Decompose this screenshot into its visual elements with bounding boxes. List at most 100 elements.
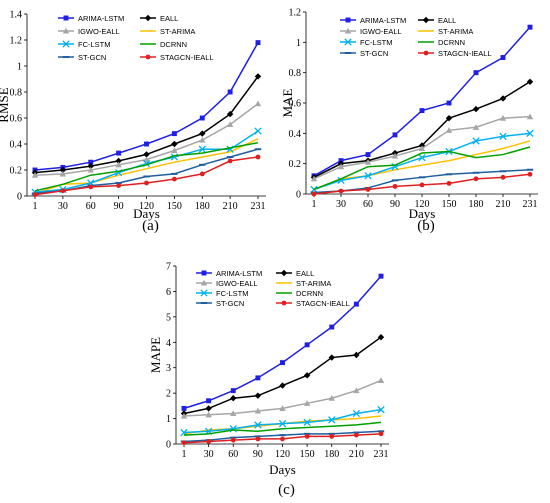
data-point xyxy=(353,387,360,394)
x-tick-label: 180 xyxy=(324,449,339,460)
data-point xyxy=(230,388,236,394)
data-point xyxy=(227,158,233,164)
y-tick-label: 0.6 xyxy=(289,99,302,110)
x-axis-title: Days xyxy=(269,462,296,477)
series-line xyxy=(313,140,531,191)
series-line xyxy=(313,81,531,178)
data-point xyxy=(353,351,360,359)
series-igwo-eall xyxy=(180,377,385,419)
y-tick-label: 0.4 xyxy=(289,129,302,140)
x-tick-label: 1 xyxy=(312,199,317,210)
legend-label: ST-ARIMA xyxy=(438,27,473,36)
x-tick-label: 60 xyxy=(363,199,373,210)
legend-marker xyxy=(281,300,287,306)
x-tick-label: 231 xyxy=(523,199,538,210)
y-axis-title: RMSE xyxy=(0,87,11,122)
legend-marker xyxy=(145,54,151,60)
legend: ARIMA-LSTM EALL IGWO-EALL ST-ARIMA FC-LSTM DC… xyxy=(58,14,214,62)
data-point xyxy=(526,78,534,85)
y-axis-title: MAE xyxy=(280,88,295,117)
data-point xyxy=(329,433,335,439)
data-point xyxy=(353,432,359,438)
x-tick-label: 120 xyxy=(139,201,154,212)
data-point xyxy=(280,360,285,366)
data-point xyxy=(181,440,187,446)
x-tick-label: 180 xyxy=(195,201,210,212)
series-dcrnn xyxy=(34,141,259,192)
legend-marker xyxy=(201,270,207,276)
data-point xyxy=(418,153,426,162)
chart-panel-rmse: 0 0.2 0.4 0.6 0.8 1 1.2 1.4 1 30 60 90 120 150 180 210 2… xyxy=(0,10,266,234)
data-point xyxy=(499,114,507,121)
data-point xyxy=(116,183,122,189)
data-point xyxy=(87,162,94,170)
x-axis-title: Days xyxy=(409,206,436,221)
data-point xyxy=(392,132,398,138)
data-point xyxy=(338,188,344,194)
y-tick-label: 0 xyxy=(296,190,301,201)
data-point xyxy=(378,273,384,279)
legend-marker xyxy=(345,17,351,23)
y-axis-title: MAPE xyxy=(148,337,163,373)
series-st-arima xyxy=(34,138,259,195)
data-point xyxy=(226,121,234,128)
legend-label: STAGCN-IEALL xyxy=(160,53,214,62)
y-tick-label: 7 xyxy=(166,262,171,273)
x-tick-label: 1 xyxy=(182,449,187,460)
data-point xyxy=(254,73,262,80)
data-point xyxy=(60,188,66,194)
legend-label: IGWO-EALL xyxy=(360,27,402,36)
data-point xyxy=(199,115,205,121)
y-tick-label: 1.4 xyxy=(10,10,23,21)
series-line xyxy=(34,141,259,192)
data-point xyxy=(180,412,188,419)
legend-label: IGWO-EALL xyxy=(78,27,120,36)
x-tick-label: 30 xyxy=(336,199,346,210)
legend-marker xyxy=(344,38,352,46)
legend-marker xyxy=(200,279,208,286)
data-point xyxy=(199,171,205,177)
x-tick-label: 120 xyxy=(415,199,430,210)
legend-label: ARIMA-LSTM xyxy=(360,16,406,25)
data-point xyxy=(254,407,262,414)
data-point xyxy=(304,433,310,439)
x-tick-label: 120 xyxy=(275,449,290,460)
legend-label: ST-GCN xyxy=(216,299,244,308)
data-point xyxy=(392,184,398,189)
data-point xyxy=(303,418,311,427)
legend-marker xyxy=(280,269,288,277)
y-tick-label: 1.2 xyxy=(289,8,302,19)
legend-label: EALL xyxy=(296,269,314,278)
series-line xyxy=(183,336,382,415)
y-tick-label: 2 xyxy=(166,389,171,400)
data-point xyxy=(310,175,318,182)
series-line xyxy=(313,168,531,194)
data-point xyxy=(328,395,335,401)
data-point xyxy=(445,127,453,133)
data-point xyxy=(377,406,385,414)
data-point xyxy=(337,163,345,170)
data-point xyxy=(199,130,206,137)
data-point xyxy=(115,157,122,165)
data-point xyxy=(181,405,187,411)
data-point xyxy=(329,324,335,330)
data-point xyxy=(377,377,385,383)
data-point xyxy=(254,127,262,135)
series-stagcn-ieall xyxy=(181,431,384,446)
legend-marker xyxy=(63,15,69,21)
data-point xyxy=(364,172,372,180)
legend-label: ST-ARIMA xyxy=(296,279,331,288)
y-tick-label: 5 xyxy=(166,312,171,323)
y-tick-label: 0.8 xyxy=(10,88,23,99)
legend-label: ARIMA-LSTM xyxy=(78,14,124,23)
series-arima-lstm xyxy=(32,40,261,173)
y-tick-label: 3 xyxy=(166,363,171,374)
data-point xyxy=(472,105,480,113)
legend-marker xyxy=(62,27,70,34)
series-st-arima xyxy=(313,140,531,191)
x-tick-label: 150 xyxy=(167,201,182,212)
legend-label: ST-GCN xyxy=(360,49,388,58)
data-point xyxy=(311,191,317,197)
legend-label: STAGCN-IEALL xyxy=(296,299,350,308)
data-point xyxy=(418,145,426,152)
